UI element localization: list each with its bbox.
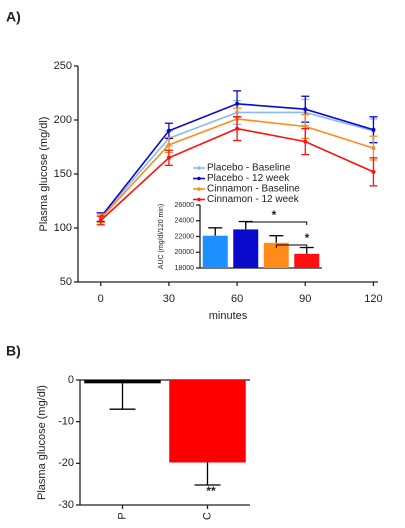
point — [303, 107, 308, 112]
y-tick-label: 26000 — [175, 202, 195, 209]
x-tick-label: P — [116, 512, 128, 519]
point — [166, 128, 171, 133]
significance-bracket — [245, 221, 308, 225]
annotation: ** — [206, 484, 216, 498]
legend-label: Placebo - 12 week — [207, 173, 290, 184]
y-tick-label: 24000 — [175, 218, 195, 225]
annotation: * — [305, 231, 310, 245]
point — [371, 146, 376, 151]
significance-bracket — [275, 244, 308, 248]
error-bar — [299, 246, 314, 254]
panel-label: A) — [6, 9, 21, 25]
error-bar — [194, 462, 221, 486]
error-bar — [233, 90, 242, 104]
point — [371, 127, 376, 132]
y-tick-label: -20 — [58, 457, 74, 469]
x-tick-label: 30 — [163, 293, 175, 305]
error-bar — [269, 235, 284, 243]
y-tick-label: 0 — [68, 374, 74, 386]
y-tick-label: 50 — [60, 276, 72, 288]
x-tick-label: 90 — [299, 293, 311, 305]
point — [235, 126, 240, 131]
legend-marker — [197, 166, 201, 170]
x-tick-label: 60 — [231, 293, 243, 305]
error-bar — [301, 127, 310, 142]
y-tick-label: 20000 — [175, 249, 195, 256]
legend-marker — [197, 197, 201, 202]
x-tick-label: 0 — [98, 293, 104, 305]
x-tick-label: 120 — [364, 293, 382, 305]
y-tick-label: 22000 — [175, 233, 195, 240]
panel-label: B) — [6, 343, 21, 359]
error-bar — [301, 141, 310, 156]
legend-marker — [197, 187, 201, 191]
x-axis-label: minutes — [209, 310, 248, 322]
y-tick-label: 150 — [54, 168, 72, 180]
y-axis-label: AUC (mg/dl/120 min) — [158, 204, 165, 269]
legend-label: Placebo - Baseline — [207, 163, 291, 174]
x-tick-label: C — [201, 512, 213, 520]
legend-label: Cinnamon - Baseline — [207, 184, 300, 195]
bar — [202, 235, 228, 268]
point — [303, 124, 308, 129]
y-tick-label: 250 — [54, 60, 72, 72]
point — [303, 139, 308, 144]
y-tick-label: 100 — [54, 222, 72, 234]
bar — [233, 229, 259, 268]
error-bar — [369, 171, 378, 187]
y-tick-label: 200 — [54, 114, 72, 126]
y-tick-label: -30 — [58, 499, 74, 511]
point — [166, 155, 171, 160]
bar — [169, 380, 246, 463]
y-axis-label: Plasma glucose (mg/dl) — [36, 385, 48, 500]
error-bar — [369, 116, 378, 130]
y-tick-label: -10 — [58, 416, 74, 428]
error-bar — [208, 227, 223, 236]
point — [371, 169, 376, 174]
point — [166, 142, 171, 147]
legend-marker — [197, 176, 201, 181]
error-bar — [369, 157, 378, 172]
error-bar — [109, 383, 136, 410]
y-axis-label: Plasma glucose (mg/dl) — [38, 117, 50, 232]
annotation: * — [272, 208, 277, 222]
y-tick-label: 18000 — [175, 265, 195, 272]
bar — [84, 380, 161, 384]
point — [98, 218, 103, 223]
error-bar — [301, 95, 310, 110]
legend-label: Cinnamon - 12 week — [207, 194, 300, 205]
bar — [294, 253, 320, 268]
point — [235, 101, 240, 106]
